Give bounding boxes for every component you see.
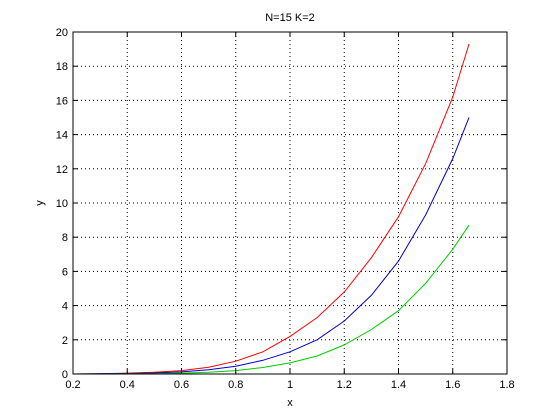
x-tick-label: 1.2 <box>337 379 352 391</box>
x-tick-label: 1.8 <box>499 379 514 391</box>
y-tick-label: 12 <box>56 164 68 176</box>
x-tick-label: 0.8 <box>228 379 243 391</box>
axis-ticks: 0.2 0.4 0.6 0.8 1 1.2 1.4 1.6 1.8 0 2 4 6 8 10 12 14 16 18… <box>56 27 515 391</box>
y-tick-label: 8 <box>62 232 68 244</box>
y-tick-label: 14 <box>56 130 68 142</box>
grid <box>73 32 507 374</box>
y-tick-label: 4 <box>62 301 68 313</box>
x-tick-label: 1 <box>287 379 293 391</box>
series-line-1 <box>72 43 470 375</box>
x-tick-label: 0.6 <box>174 379 189 391</box>
y-tick-label: 2 <box>62 335 68 347</box>
chart-title: N=15 K=2 <box>265 12 315 24</box>
y-tick-label: 6 <box>62 266 68 278</box>
x-axis-label: x <box>287 397 293 409</box>
y-tick-label: 10 <box>56 198 68 210</box>
y-tick-label: 16 <box>56 95 68 107</box>
x-tick-label: 0.2 <box>65 379 80 391</box>
y-tick-label: 18 <box>56 61 68 73</box>
y-axis-label: y <box>34 200 46 206</box>
x-tick-label: 1.6 <box>445 379 460 391</box>
y-tick-label: 0 <box>62 369 68 381</box>
x-tick-label: 1.4 <box>391 379 406 391</box>
y-tick-label: 20 <box>56 27 68 39</box>
x-tick-label: 0.4 <box>120 379 135 391</box>
